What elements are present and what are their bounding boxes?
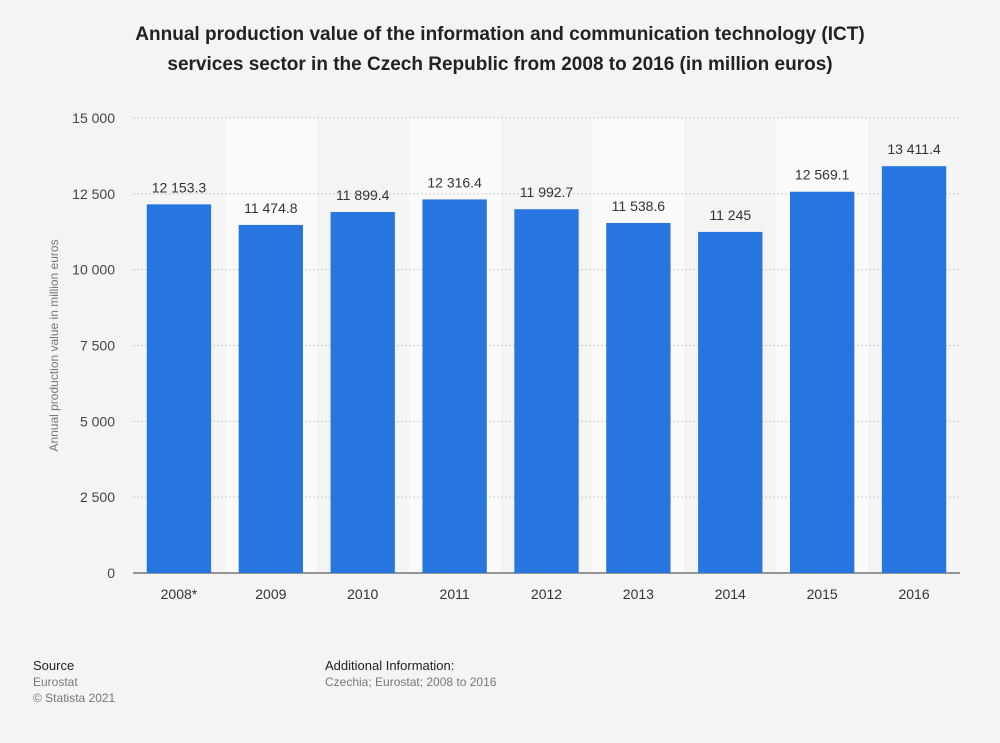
bar-value-label: 12 569.1: [795, 167, 850, 183]
y-tick-label: 10 000: [72, 262, 115, 278]
bar: [422, 199, 487, 573]
bar-value-label: 11 474.8: [244, 200, 298, 216]
bar-value-label: 11 992.7: [520, 184, 574, 200]
y-tick-label: 12 500: [72, 186, 115, 202]
x-tick-label: 2012: [531, 586, 562, 602]
source-block: Source Eurostat © Statista 2021: [33, 658, 115, 706]
x-tick-label: 2008*: [161, 586, 198, 602]
bar-value-label: 11 245: [709, 207, 751, 223]
y-tick-label: 15 000: [72, 110, 115, 126]
bar-value-label: 11 899.4: [336, 187, 390, 203]
x-tick-label: 2015: [807, 586, 838, 602]
bar-value-label: 13 411.4: [887, 141, 941, 157]
y-axis-title: Annual production value in million euros: [47, 239, 61, 451]
source-name: Eurostat: [33, 675, 78, 689]
bar: [790, 191, 855, 573]
x-tick-label: 2009: [255, 586, 286, 602]
x-tick-label: 2013: [623, 586, 654, 602]
bar: [238, 224, 303, 573]
y-tick-label: 7 500: [80, 338, 115, 354]
additional-info-heading: Additional Information:: [325, 658, 455, 673]
x-tick-label: 2016: [898, 586, 929, 602]
bar: [514, 209, 579, 573]
bar: [146, 204, 212, 573]
bar: [330, 212, 395, 574]
bar-value-label: 12 316.4: [427, 174, 482, 190]
chart-title: Annual production value of the informati…: [60, 20, 940, 80]
y-tick-label: 0: [107, 565, 115, 581]
bar: [698, 231, 763, 573]
bar-chart: 0 2 500 5 000 7 500 10 000 12 500 15 000 12 153…: [47, 110, 960, 602]
source-heading: Source: [33, 658, 75, 673]
x-tick-label: 2010: [347, 586, 378, 602]
y-tick-label: 5 000: [80, 413, 115, 429]
chart-title-line-2: services sector in the Czech Republic fr…: [167, 54, 833, 75]
bar: [881, 166, 947, 573]
additional-info-block: Additional Information: Czechia; Eurosta…: [325, 658, 496, 690]
bar-value-label: 11 538.6: [612, 198, 666, 214]
bar-value-label: 12 153.3: [152, 179, 207, 195]
additional-info-text: Czechia; Eurostat; 2008 to 2016: [325, 675, 497, 689]
copyright-notice: © Statista 2021: [33, 691, 116, 705]
chart-title-line-1: Annual production value of the informati…: [135, 24, 865, 45]
y-tick-label: 2 500: [80, 489, 115, 505]
bar: [606, 222, 671, 574]
x-tick-label: 2014: [715, 586, 746, 602]
x-tick-label: 2011: [440, 586, 470, 602]
